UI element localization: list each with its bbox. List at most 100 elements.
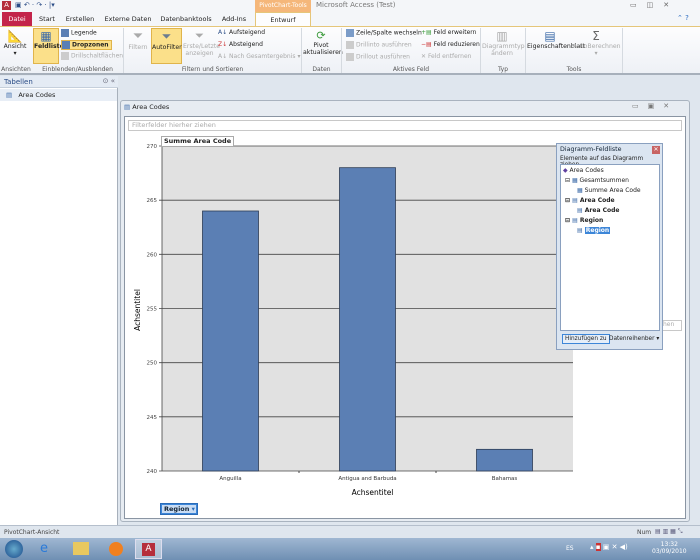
tray-icons[interactable]: ▴ ▪ ▣ ✕ ◀) (590, 543, 628, 551)
access-icon: A (142, 543, 155, 556)
diagrammtyp-label: Diagrammtyp ändern (482, 43, 525, 57)
divider (622, 28, 623, 73)
y-axis-title: Achsentitel (133, 289, 142, 331)
divider (341, 28, 342, 73)
explorer-folder-icon[interactable] (73, 542, 89, 555)
dropzonen-icon (62, 41, 70, 49)
feldliste-button[interactable]: ▦ Feldliste (33, 28, 64, 64)
tree-root[interactable]: ◆ Area Codes (563, 167, 604, 174)
close-icon[interactable]: ✕ (652, 146, 660, 154)
y-tick-label: 250 (147, 361, 158, 367)
eigenschaftenblatt-button[interactable]: ▤ Eigenschaftenblatt (527, 29, 585, 50)
tree-item-gesamtsummen[interactable]: ⊟ ▦ Gesamtsummen (565, 177, 629, 184)
autoberechnen-button[interactable]: Σ AutoBerechnen ▾ (573, 29, 621, 57)
tree-label: Summe Area Code (584, 187, 641, 194)
add-to-button[interactable]: Hinzufügen zu (562, 334, 610, 344)
clock[interactable]: 13:32 03/09/2010 (652, 541, 687, 555)
document-window-controls[interactable]: ▭▣✕ (632, 102, 679, 110)
drillschaltflaechen-button[interactable]: Drillschaltflächen (61, 52, 123, 60)
aufsteigend-label: Aufsteigend (229, 29, 266, 36)
group-label: Tools (566, 66, 582, 73)
quick-access-toolbar[interactable]: ▣ ↶ · ↷ · |▾ (15, 1, 55, 9)
bar-bahamas[interactable] (476, 448, 533, 472)
tree-label: Area Code (579, 197, 615, 204)
sort-icon: A↓ (218, 53, 230, 60)
nav-header[interactable]: Tabellen ⊙ « (0, 76, 118, 88)
filter-drop-zone[interactable]: Filterfelder hierher ziehen (128, 120, 682, 131)
tab-add-ins[interactable]: Add-Ins (221, 15, 247, 23)
feld-entfernen-button[interactable]: ✕ Feld entfernen (421, 53, 471, 60)
pivot-label: Pivot aktualisieren (303, 42, 343, 56)
group-label: Aktives Feld (392, 66, 430, 73)
legende-button[interactable]: Legende (61, 29, 97, 37)
filtern-label: Filtern (128, 44, 148, 51)
diagrammtyp-button[interactable]: ▥ Diagrammtyp ändern (482, 29, 525, 57)
tab-erstellen[interactable]: Erstellen (65, 15, 95, 23)
tree-item-region-field[interactable]: ▤ Region (577, 227, 611, 234)
group-label: Daten (312, 66, 331, 73)
access-taskbar-button[interactable]: A (135, 539, 162, 559)
field-tree: ◆ Area Codes ⊟ ▦ Gesamtsummen ▦ Summe Ar… (560, 164, 660, 331)
nach-gesamtergebnis-button[interactable]: A↓ Nach Gesamtergebnis ▾ (218, 53, 301, 60)
start-button-icon[interactable] (5, 540, 23, 558)
tab-datenbanktools[interactable]: Datenbanktools (160, 15, 212, 23)
filtern-button[interactable]: ⏷ Filtern (127, 29, 149, 51)
window-controls[interactable]: ▭◫✕ (630, 1, 680, 9)
region-field-button[interactable]: Region ▾ (160, 503, 198, 515)
y-tick-label: 265 (147, 198, 158, 204)
date: 03/09/2010 (652, 548, 687, 555)
tab-start[interactable]: Start (39, 15, 55, 23)
tree-label: Region (584, 227, 611, 234)
bar-anguilla[interactable] (202, 210, 259, 472)
zeile-spalte-button[interactable]: Zeile/Spalte wechseln (346, 29, 422, 37)
divider (301, 28, 302, 73)
tab-entwurf[interactable]: Entwurf (255, 12, 311, 26)
nach-gesamtergebnis-label: Nach Gesamtergebnis (229, 53, 296, 60)
measure-icon: ▦ (577, 187, 583, 194)
erste-letzte-button[interactable]: ⏷ Erste/Letzte anzeigen (183, 29, 220, 57)
dropzonen-button[interactable]: Dropzonen (61, 40, 112, 50)
divider (525, 28, 526, 73)
data-field-button[interactable]: Summe Area Code (161, 136, 235, 147)
property-sheet-icon: ▤ (544, 29, 556, 43)
tab-externe-daten[interactable]: Externe Daten (104, 15, 152, 23)
feld-reduzieren-button[interactable]: −▤ Feld reduzieren (421, 41, 480, 48)
pivot-aktualisieren-button[interactable]: ⟳ Pivot aktualisieren (303, 29, 343, 56)
tree-item-region[interactable]: ⊟ ▤ Region (565, 217, 604, 224)
divider (480, 28, 481, 73)
feld-erweitern-label: Feld erweitern (433, 29, 477, 36)
tree-item-area-code-field[interactable]: ▤ Area Code (577, 207, 619, 214)
document-title: ▤ Area Codes (124, 103, 169, 111)
group-label: Filtern und Sortieren (181, 66, 244, 73)
view-switcher-icons[interactable]: ▤ ▥ ▦ ⤡ (655, 528, 683, 535)
tree-item-area-code[interactable]: ⊟ ▤ Area Code (565, 197, 615, 204)
internet-explorer-icon[interactable]: e (40, 541, 48, 556)
aufsteigend-button[interactable]: A↓ Aufsteigend (218, 29, 265, 36)
drillinto-button[interactable]: Drillinto ausführen (346, 41, 412, 49)
ansicht-button[interactable]: 📐 Ansicht ▾ (3, 29, 27, 57)
bar-antigua-and-barbuda[interactable] (339, 167, 396, 472)
legende-label: Legende (71, 29, 97, 37)
top-n-icon: ⏷ (195, 29, 204, 42)
sort-asc-icon: A↓ (218, 29, 230, 36)
feld-erweitern-button[interactable]: +▤ Feld erweitern (421, 29, 476, 36)
nav-item-area-codes[interactable]: ▤ Area Codes (0, 89, 117, 101)
drillout-button[interactable]: Drillout ausführen (346, 53, 410, 61)
help-icon[interactable]: ⌃ ? (677, 14, 689, 22)
feld-reduzieren-label: Feld reduzieren (433, 41, 480, 48)
target-select[interactable]: Datenreihenber ▾ (609, 336, 660, 342)
tree-item-summe-area-code[interactable]: ▦ Summe Area Code (577, 187, 641, 194)
autoberechnen-label: AutoBerechnen (573, 43, 621, 50)
nav-header-label: Tabellen (4, 78, 33, 86)
nav-collapse-icon[interactable]: ⊙ « (102, 77, 115, 85)
language-indicator[interactable]: ES (566, 545, 574, 552)
absteigend-button[interactable]: Z↓ Absteigend (218, 41, 263, 48)
tab-datei[interactable]: Datei (2, 12, 32, 26)
drillinto-label: Drillinto ausführen (356, 41, 412, 49)
autofilter-button[interactable]: ⏷ AutoFilter (151, 28, 182, 64)
drill-icon (61, 52, 69, 60)
table-icon: ▤ (6, 91, 13, 99)
remove-field-icon: ✕ (421, 53, 428, 60)
media-player-icon[interactable] (109, 542, 123, 556)
